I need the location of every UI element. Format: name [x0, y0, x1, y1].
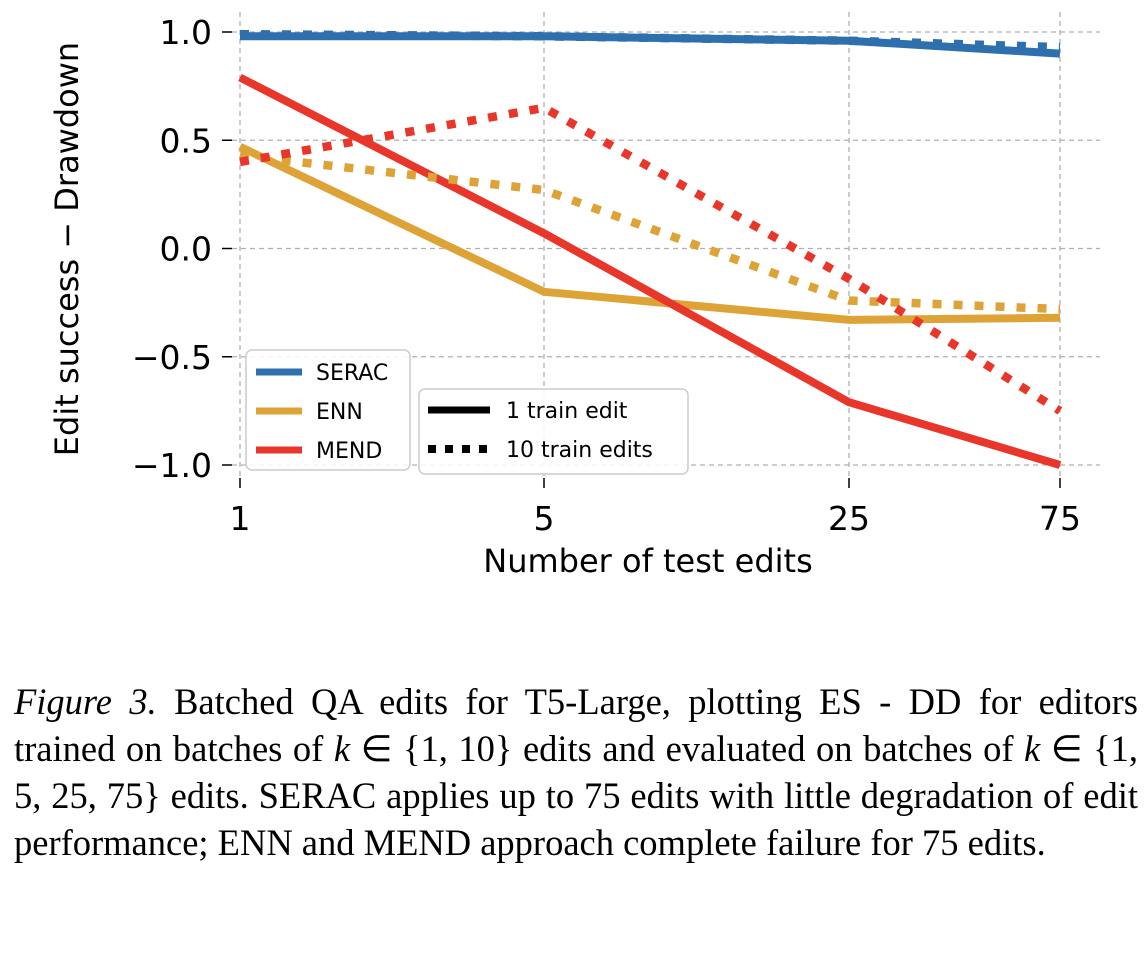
caption-part-1: Batched QA edits for T5-Large, plotting …	[14, 681, 1138, 769]
legend-label-enn: ENN	[316, 400, 363, 425]
chart: 1 5 25 75 1.0 0.5 0.0 −0.5 −1.0 Number of test …	[48, 12, 1100, 580]
caption-math-2-var: k	[1024, 728, 1041, 769]
figure-label: Figure 3.	[14, 681, 157, 722]
x-tick-label: 1	[230, 499, 251, 538]
series-line-enn-10-train-edits	[239, 151, 1061, 314]
y-ticks: 1.0 0.5 0.0 −0.5 −1.0	[132, 13, 232, 485]
y-tick-label: 0.0	[160, 230, 212, 269]
y-axis-label: Edit success − Drawdown	[48, 42, 86, 456]
x-axis-label: Number of test edits	[483, 542, 812, 580]
series-line-serac-10-train-edits	[239, 29, 1061, 52]
series-line-mend-10-train-edits	[239, 103, 1063, 415]
legend-methods: SERAC ENN MEND	[245, 349, 411, 471]
series-line-mend-1-train-edit	[238, 73, 1062, 469]
legend-label-1-train-edit: 1 train edit	[506, 399, 628, 424]
caption-math-2-set: ∈ {1, 5, 25, 75}	[14, 728, 1138, 816]
series-layer	[238, 29, 1063, 469]
caption-part-3: edits. SERAC applies up to 75 edits with…	[14, 775, 1138, 863]
y-tick-label: 1.0	[160, 13, 212, 52]
series-line-enn-1-train-edit	[238, 143, 1061, 324]
caption-part-2: edits and evaluated on batches of	[512, 728, 1025, 769]
legend-label-mend: MEND	[316, 439, 382, 464]
caption-math-1-var: k	[333, 728, 351, 769]
x-tick-label: 5	[534, 499, 555, 538]
legend-styles: 1 train edit 10 train edits	[418, 388, 689, 475]
x-ticks: 1 5 25 75	[230, 478, 1081, 538]
y-tick-label: −0.5	[132, 338, 212, 377]
legend-label-serac: SERAC	[316, 361, 388, 386]
x-tick-label: 25	[828, 499, 870, 538]
caption-math-1-set: ∈ {1, 10}	[350, 728, 513, 769]
x-tick-label: 75	[1039, 499, 1081, 538]
legend-label-10-train-edits: 10 train edits	[506, 438, 653, 463]
y-tick-label: −1.0	[132, 446, 212, 485]
y-tick-label: 0.5	[160, 121, 212, 160]
figure-caption: Figure 3. Batched QA edits for T5-Large,…	[14, 678, 1138, 866]
